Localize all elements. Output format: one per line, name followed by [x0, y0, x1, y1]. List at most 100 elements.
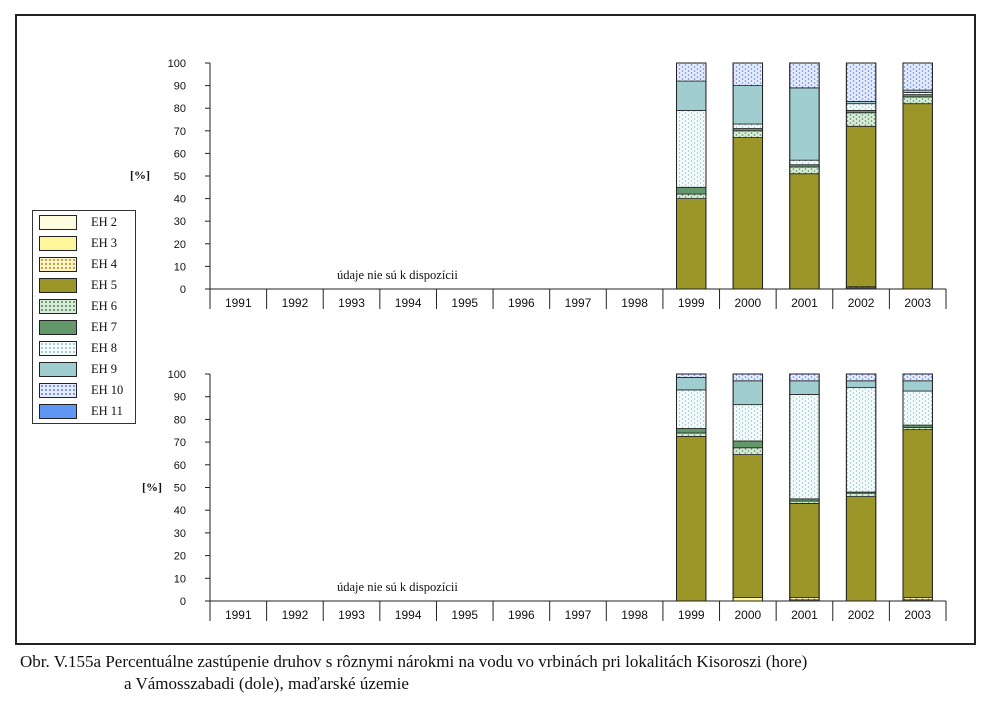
bar-segment — [789, 380, 820, 395]
bar-segment — [845, 380, 877, 389]
bar-segment — [845, 112, 877, 127]
x-tick-label: 1992 — [282, 608, 309, 622]
x-tick-label: 1996 — [508, 608, 535, 622]
bar-segment — [676, 198, 707, 290]
legend-swatch — [39, 404, 77, 419]
x-tick-label: 1999 — [678, 296, 705, 310]
y-tick-label: 60 — [174, 460, 186, 472]
x-tick-label: 1992 — [282, 296, 309, 310]
y-tick-label: 30 — [174, 528, 186, 540]
bar-segment — [732, 62, 763, 87]
y-tick-label: 70 — [174, 437, 186, 449]
bar-segment — [845, 387, 877, 493]
y-tick-label: 0 — [180, 284, 186, 296]
legend-swatch — [39, 215, 77, 230]
bar-segment — [789, 502, 820, 598]
bar-segment — [732, 447, 763, 455]
bar-segment — [732, 380, 763, 406]
bar-segment — [732, 373, 763, 382]
caption-line-2: a Vámosszabadi (dole), maďarské územie — [124, 674, 409, 693]
no-data-annotation: údaje nie sú k dispozícii — [337, 268, 458, 282]
bar-segment — [732, 130, 763, 138]
legend-label: EH 3 — [91, 236, 118, 250]
x-tick-label: 1995 — [451, 608, 478, 622]
bar-segment — [902, 373, 933, 382]
legend-label: EH 2 — [91, 215, 118, 229]
bar-segment — [845, 62, 877, 102]
caption-line-1: Obr. V.155a Percentuálne zastúpenie druh… — [20, 652, 808, 671]
bar-outline — [902, 62, 933, 290]
bar-segment — [902, 429, 933, 598]
y-tick-label: 50 — [174, 483, 186, 495]
bar-segment — [676, 62, 707, 82]
y-tick-label: 0 — [180, 596, 186, 608]
bar-outline — [845, 373, 877, 602]
legend-swatch — [39, 341, 77, 356]
legend-label: EH 4 — [91, 257, 118, 271]
y-tick-label: 100 — [168, 369, 186, 381]
bar-segment — [902, 390, 933, 426]
figure-frame — [15, 14, 976, 645]
x-tick-label: 1998 — [621, 296, 648, 310]
bar-segment — [845, 373, 877, 382]
bar-segment — [676, 80, 707, 111]
bar-segment — [789, 166, 820, 175]
bar-segment — [676, 186, 707, 195]
bar-segment — [732, 404, 763, 442]
x-tick-label: 2003 — [904, 296, 931, 310]
bar-segment — [676, 193, 707, 200]
bar-segment — [845, 496, 877, 602]
y-tick-label: 20 — [174, 239, 186, 251]
x-tick-label: 2001 — [791, 608, 818, 622]
y-tick-label: 60 — [174, 148, 186, 160]
no-data-annotation: údaje nie sú k dispozícii — [337, 580, 458, 594]
bar-outline — [789, 62, 820, 290]
legend-swatch — [39, 236, 77, 251]
figure-caption: Obr. V.155a Percentuálne zastúpenie druh… — [20, 651, 980, 695]
y-tick-label: 40 — [174, 194, 186, 206]
chart-vamosszabadi: 0 10 20 30 40 50 60 70 80 90 100 1991 1992 1993 1994 19… — [142, 369, 947, 622]
bar-segment — [676, 428, 707, 434]
x-tick-label: 1997 — [565, 608, 592, 622]
bar-outline — [732, 373, 764, 602]
bar-segment — [732, 454, 763, 598]
bar-segment — [732, 137, 763, 290]
x-tick-label: 1999 — [678, 608, 705, 622]
bar-segment — [676, 377, 707, 391]
y-axis-label: [%] — [130, 168, 150, 182]
legend-label: EH 5 — [91, 278, 118, 292]
legend-label: EH 8 — [91, 341, 118, 355]
y-tick-label: 50 — [174, 171, 186, 183]
legend-label: EH 7 — [91, 320, 118, 334]
y-tick-label: 90 — [174, 392, 186, 404]
y-tick-label: 80 — [174, 103, 186, 115]
bar-segment — [845, 492, 877, 497]
bar-segment — [902, 62, 933, 91]
bar-segment — [789, 87, 820, 161]
bar-segment — [789, 394, 820, 500]
bar-outline — [676, 373, 707, 602]
x-tick-label: 1994 — [395, 296, 422, 310]
bar-segment — [732, 440, 763, 449]
bar-segment — [845, 125, 877, 288]
x-tick-label: 2000 — [734, 608, 761, 622]
y-tick-label: 40 — [174, 505, 186, 517]
x-tick-label: 1995 — [451, 296, 478, 310]
legend-swatch — [39, 383, 77, 398]
y-tick-label: 90 — [174, 81, 186, 93]
bar-outline — [845, 62, 877, 290]
legend-label: EH 9 — [91, 362, 118, 376]
bar-outline — [732, 62, 764, 290]
y-tick-label: 20 — [174, 551, 186, 563]
bar-segment — [732, 597, 763, 602]
bar-segment — [676, 436, 707, 602]
bar-segment — [676, 110, 707, 188]
x-tick-label: 2001 — [791, 296, 818, 310]
x-tick-label: 2002 — [848, 608, 875, 622]
chart-kisoroszi: 0 10 20 30 40 50 60 70 80 90 100 1991 1992 1993 1994 19… — [130, 58, 947, 310]
x-tick-label: 2003 — [904, 608, 931, 622]
y-tick-label: 10 — [174, 573, 186, 585]
y-tick-label: 80 — [174, 414, 186, 426]
legend-swatch — [39, 299, 77, 314]
